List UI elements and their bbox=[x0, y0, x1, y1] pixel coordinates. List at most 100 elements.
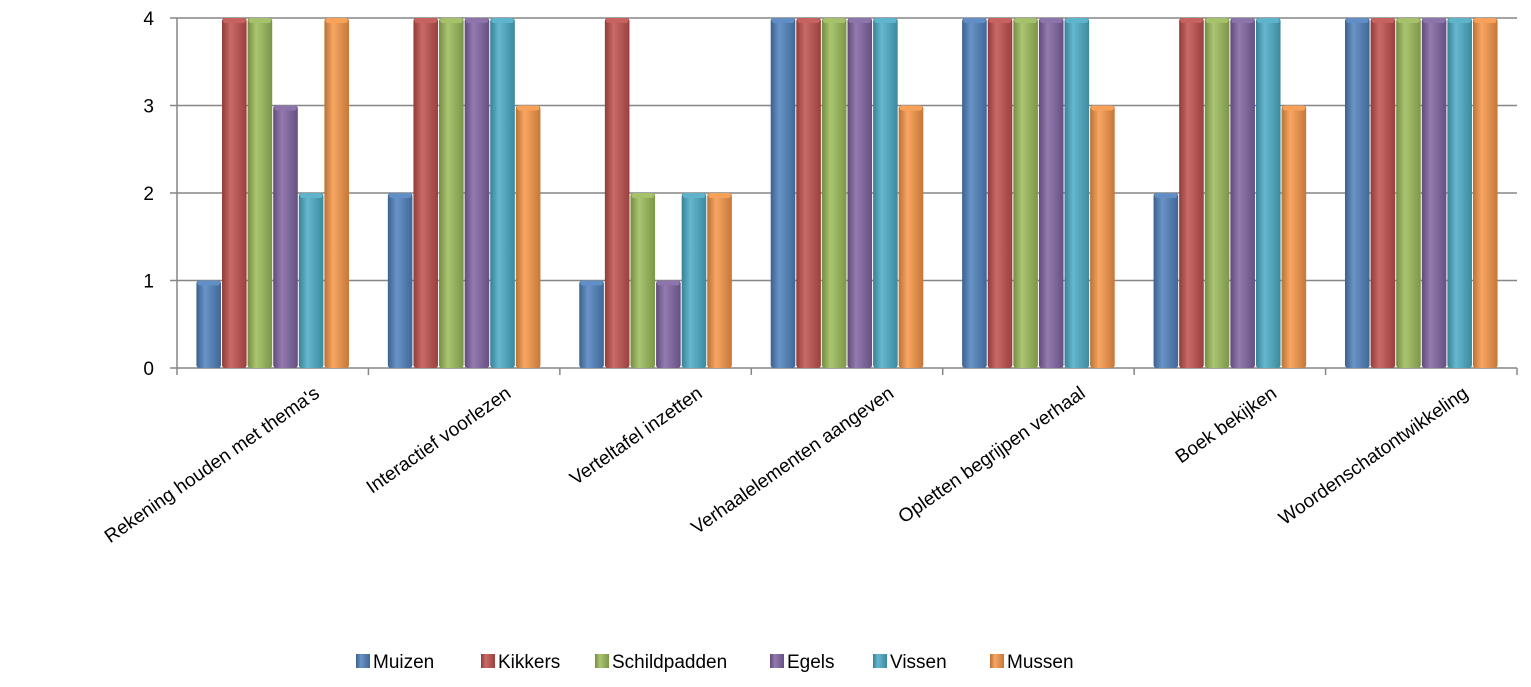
bar-top bbox=[1371, 18, 1395, 23]
bar-egels bbox=[1421, 18, 1447, 368]
bar-mussen bbox=[1090, 105, 1115, 368]
bar-top bbox=[1256, 18, 1280, 23]
bar-top bbox=[988, 18, 1012, 23]
bar-top bbox=[605, 18, 629, 23]
bar-egels bbox=[464, 18, 490, 368]
legend-swatch-mussen bbox=[990, 654, 1004, 668]
y-tick-label: 4 bbox=[143, 9, 154, 30]
x-category-label: Boek bekijken bbox=[1172, 383, 1281, 468]
bar-top bbox=[440, 18, 463, 23]
bar-top bbox=[631, 193, 655, 198]
bar-top bbox=[388, 193, 412, 198]
legend-swatch-egels bbox=[770, 654, 784, 668]
bar-egels bbox=[847, 18, 873, 368]
bar-top bbox=[248, 18, 272, 23]
bar-schildpadden bbox=[1204, 18, 1230, 368]
legend-swatch-vissen bbox=[873, 654, 887, 668]
bar-top bbox=[1205, 18, 1229, 23]
bar-top bbox=[1091, 105, 1114, 111]
bar-kikkers bbox=[222, 18, 247, 368]
bar-top bbox=[822, 18, 846, 23]
legend-swatch-muizen bbox=[356, 654, 370, 668]
bar-egels bbox=[273, 105, 298, 368]
bar-schildpadden bbox=[247, 18, 273, 368]
bar-kikkers bbox=[1179, 18, 1204, 368]
legend-label: Egels bbox=[787, 652, 835, 673]
legend-swatch-schildpadden bbox=[595, 654, 609, 668]
x-category-label: Verhaalelementen aangeven bbox=[688, 383, 898, 539]
gridlines bbox=[177, 17, 1517, 282]
bar-muizen bbox=[962, 18, 987, 368]
bar-top bbox=[197, 280, 221, 286]
bar-top bbox=[1065, 18, 1089, 23]
bar-top bbox=[1231, 18, 1254, 23]
bar-mussen bbox=[1281, 105, 1307, 368]
bar-mussen bbox=[324, 18, 350, 368]
legend-label: Kikkers bbox=[498, 652, 560, 673]
bar-top bbox=[1282, 105, 1306, 111]
bars bbox=[196, 18, 1498, 368]
bar-muizen bbox=[1344, 18, 1370, 368]
bar-vissen bbox=[298, 193, 324, 368]
bar-top bbox=[1397, 18, 1420, 23]
bar-vissen bbox=[1064, 18, 1090, 368]
bar-schildpadden bbox=[1013, 18, 1038, 368]
y-tick-label: 1 bbox=[143, 272, 154, 293]
bar-mussen bbox=[1472, 18, 1498, 368]
bar-mussen bbox=[898, 105, 924, 368]
y-tick-label: 3 bbox=[143, 97, 154, 118]
x-category-label: Woordenschatontwikkeling bbox=[1275, 383, 1472, 530]
bar-top bbox=[1154, 193, 1178, 198]
bar-top bbox=[491, 18, 514, 23]
bar-top bbox=[963, 18, 986, 23]
bar-top bbox=[682, 193, 706, 198]
bar-top bbox=[874, 18, 897, 23]
bar-top bbox=[465, 18, 489, 23]
bar-top bbox=[1014, 18, 1037, 23]
bar-muizen bbox=[1153, 193, 1179, 368]
bar-top bbox=[1473, 18, 1497, 23]
bar-mussen bbox=[515, 105, 541, 368]
bar-kikkers bbox=[413, 18, 439, 368]
bar-mussen bbox=[707, 193, 732, 368]
bar-vissen bbox=[1255, 18, 1281, 368]
legend-label: Mussen bbox=[1007, 652, 1074, 673]
bar-egels bbox=[1230, 18, 1255, 368]
legend-label: Muizen bbox=[373, 652, 434, 673]
bar-egels bbox=[656, 280, 681, 368]
y-tick-label: 2 bbox=[143, 184, 154, 205]
x-category-label: Verteltafel inzetten bbox=[566, 383, 706, 490]
bar-kikkers bbox=[604, 18, 630, 368]
bar-top bbox=[223, 18, 246, 23]
bar-top bbox=[657, 280, 680, 286]
x-category-label: Rekening houden met thema's bbox=[101, 383, 324, 548]
bar-kikkers bbox=[987, 18, 1013, 368]
bar-vissen bbox=[681, 193, 707, 368]
bar-vissen bbox=[1447, 18, 1472, 368]
bar-vissen bbox=[873, 18, 898, 368]
bar-top bbox=[299, 193, 323, 198]
bar-kikkers bbox=[796, 18, 821, 368]
bar-top bbox=[1448, 18, 1471, 23]
bar-top bbox=[1345, 18, 1369, 23]
x-category-label: Opletten begrijpen verhaal bbox=[895, 383, 1090, 528]
bar-vissen bbox=[490, 18, 515, 368]
bar-top bbox=[325, 18, 349, 23]
bar-top bbox=[1039, 18, 1063, 23]
bar-top bbox=[274, 105, 297, 111]
bar-muizen bbox=[770, 18, 796, 368]
bar-schildpadden bbox=[1396, 18, 1421, 368]
bar-top bbox=[516, 105, 540, 111]
legend-swatch-kikkers bbox=[481, 654, 495, 668]
bar-egels bbox=[1038, 18, 1064, 368]
x-category-label: Interactief voorlezen bbox=[363, 383, 515, 498]
bar-top bbox=[899, 105, 923, 111]
bar-schildpadden bbox=[439, 18, 464, 368]
legend: Muizen Kikkers Schildpadden Egels Vissen Muss… bbox=[356, 652, 1074, 673]
y-tick-label: 0 bbox=[143, 359, 154, 380]
bar-muizen bbox=[196, 280, 222, 368]
bar-top bbox=[580, 280, 603, 286]
bar-top bbox=[708, 193, 731, 198]
